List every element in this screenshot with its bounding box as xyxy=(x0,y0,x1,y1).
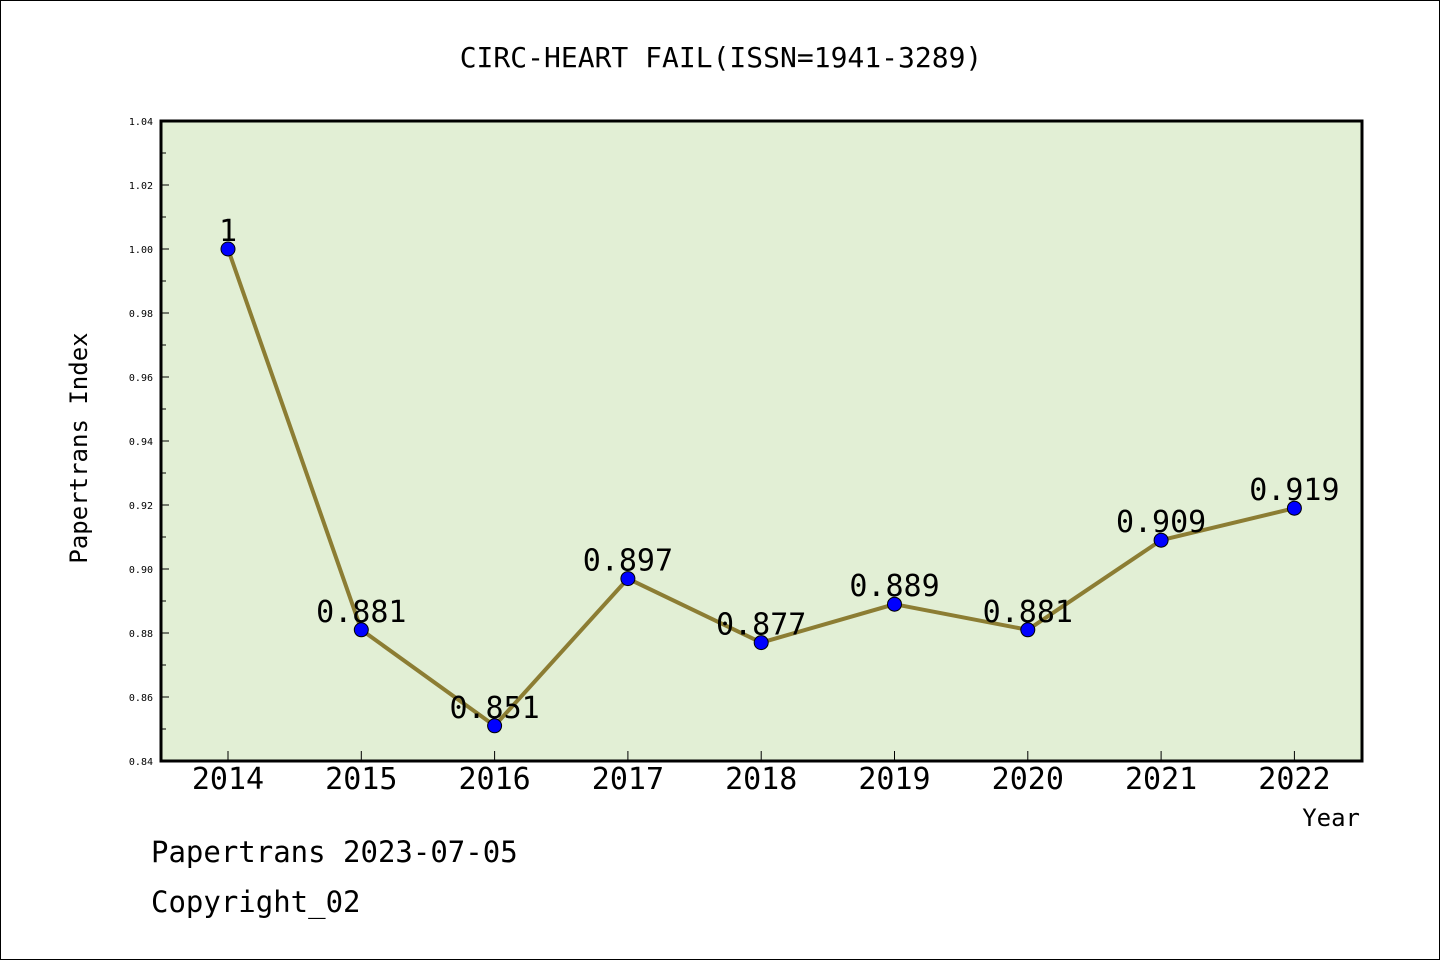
y-axis-label: Papertrans Index xyxy=(65,332,93,563)
y-tick-label: 0.96 xyxy=(129,373,153,384)
x-tick-label: 2022 xyxy=(1258,762,1330,797)
data-points xyxy=(220,241,1302,734)
y-tick-label: 0.84 xyxy=(129,757,153,768)
chart-title: CIRC-HEART FAIL(ISSN=1941-3289) xyxy=(460,41,983,74)
y-tick-label: 1.02 xyxy=(129,181,153,192)
data-point xyxy=(1020,622,1036,638)
data-point xyxy=(620,571,636,587)
x-axis: 2014 2015 2016 2017 2018 2019 2020 2021 2022 xyxy=(192,751,1331,797)
plot-area xyxy=(159,119,1364,763)
data-point xyxy=(353,622,369,638)
x-tick-label: 2016 xyxy=(458,762,530,797)
x-axis-label: Year xyxy=(1302,804,1360,832)
y-tick-label: 1.00 xyxy=(129,245,153,256)
data-label: 0.919 xyxy=(1249,473,1339,508)
data-point xyxy=(487,718,503,734)
data-point xyxy=(220,241,236,257)
y-tick-label: 0.86 xyxy=(129,693,153,704)
data-label: 0.881 xyxy=(983,595,1073,630)
data-point xyxy=(887,596,902,612)
data-label: 1 xyxy=(219,214,237,249)
x-tick-label: 2019 xyxy=(858,762,930,797)
x-tick-label: 2020 xyxy=(992,762,1064,797)
data-label: 0.851 xyxy=(449,691,539,726)
x-tick-label: 2018 xyxy=(725,762,797,797)
data-label: 0.877 xyxy=(716,608,806,643)
x-tick-label: 2014 xyxy=(192,762,264,797)
x-tick-label: 2015 xyxy=(325,762,397,797)
data-label: 0.881 xyxy=(316,595,406,630)
x-tick-label: 2021 xyxy=(1125,762,1197,797)
footer-date-line: Papertrans 2023-07-05 xyxy=(151,835,518,869)
y-tick-label: 0.92 xyxy=(129,501,153,512)
y-tick-label: 0.98 xyxy=(129,309,153,320)
data-label: 0.897 xyxy=(583,544,673,579)
footer-copyright: Copyright_02 xyxy=(151,885,361,919)
data-label: 0.909 xyxy=(1116,505,1206,540)
data-label: 0.889 xyxy=(849,569,939,604)
x-tick-label: 2017 xyxy=(592,762,664,797)
data-point xyxy=(753,635,769,651)
y-tick-label: 1.04 xyxy=(129,117,153,128)
data-point xyxy=(1286,500,1302,516)
y-tick-label: 0.88 xyxy=(129,629,153,640)
data-point xyxy=(1153,532,1169,548)
data-labels: 1 0.881 0.851 0.897 0.877 0.889 0.881 0.909 0.91… xyxy=(219,214,1340,726)
y-tick-label: 0.94 xyxy=(129,437,153,448)
y-axis: 0.84 0.86 0.88 0.90 0.92 0.94 0.96 0.98 1.00 1.02… xyxy=(129,117,169,768)
y-tick-label: 0.90 xyxy=(129,565,153,576)
